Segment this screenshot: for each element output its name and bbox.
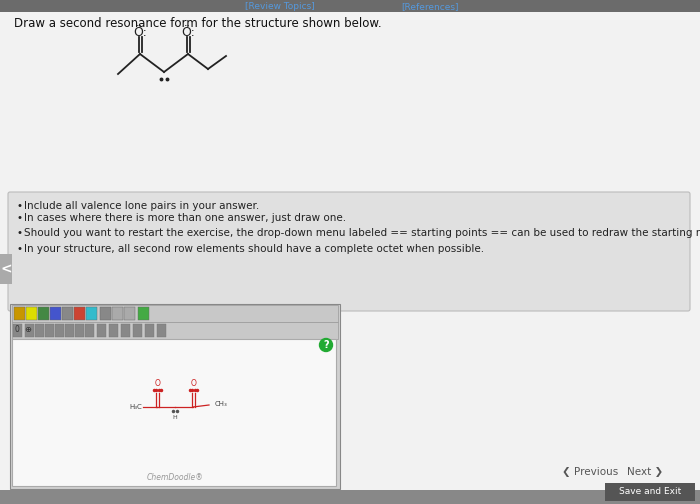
Bar: [133, 324, 142, 337]
Bar: [0, 254, 12, 284]
Text: •: •: [17, 244, 23, 254]
Text: Draw a second resonance form for the structure shown below.: Draw a second resonance form for the str…: [14, 17, 382, 30]
Bar: [62, 307, 73, 320]
Bar: [0, 490, 700, 504]
Bar: [45, 324, 54, 337]
Bar: [145, 324, 154, 337]
Bar: [0, 0, 700, 12]
Text: •: •: [17, 201, 23, 211]
Bar: [12, 305, 338, 322]
Bar: [12, 322, 338, 339]
Bar: [75, 324, 84, 337]
Bar: [121, 324, 130, 337]
Text: Include all valence lone pairs in your answer.: Include all valence lone pairs in your a…: [24, 201, 259, 211]
Text: 0: 0: [15, 326, 20, 335]
Bar: [124, 307, 135, 320]
Text: CH₃: CH₃: [215, 401, 228, 407]
Text: ?: ?: [323, 340, 329, 350]
Text: Should you want to restart the exercise, the drop-down menu labeled == starting : Should you want to restart the exercise,…: [24, 228, 700, 238]
Bar: [12, 339, 336, 486]
Bar: [97, 324, 106, 337]
Bar: [112, 307, 123, 320]
Text: In your structure, all second row elements should have a complete octet when pos: In your structure, all second row elemen…: [24, 244, 484, 254]
Text: [Review Topics]: [Review Topics]: [245, 2, 315, 11]
Bar: [109, 324, 118, 337]
Bar: [26, 307, 37, 320]
Bar: [55, 324, 64, 337]
Bar: [35, 324, 44, 337]
Bar: [38, 307, 49, 320]
Bar: [14, 307, 25, 320]
Text: Ö:: Ö:: [133, 26, 147, 38]
Text: ⊕: ⊕: [25, 326, 32, 335]
Bar: [85, 324, 94, 337]
Bar: [605, 483, 695, 501]
Bar: [86, 307, 97, 320]
Text: Next ❯: Next ❯: [627, 467, 663, 477]
Text: <: <: [0, 262, 12, 276]
Text: O: O: [190, 379, 197, 388]
FancyBboxPatch shape: [8, 192, 690, 311]
Bar: [10, 304, 340, 489]
Circle shape: [319, 339, 332, 351]
Text: H: H: [173, 415, 177, 420]
Bar: [25, 324, 34, 337]
Text: ❮ Previous: ❮ Previous: [562, 467, 618, 477]
Text: •: •: [17, 213, 23, 223]
Text: [References]: [References]: [401, 2, 458, 11]
Text: In cases where there is more than one answer, just draw one.: In cases where there is more than one an…: [24, 213, 346, 223]
Bar: [100, 307, 111, 320]
Bar: [138, 307, 149, 320]
Bar: [65, 324, 74, 337]
Bar: [157, 324, 166, 337]
Bar: [74, 307, 85, 320]
Bar: [13, 324, 22, 337]
Bar: [50, 307, 61, 320]
Text: Ö:: Ö:: [181, 26, 195, 38]
Text: H₃C: H₃C: [130, 404, 142, 410]
Text: Save and Exit: Save and Exit: [619, 487, 681, 496]
Text: •: •: [17, 228, 23, 238]
Text: O: O: [155, 379, 160, 388]
Text: ChemDoodle®: ChemDoodle®: [146, 473, 204, 482]
